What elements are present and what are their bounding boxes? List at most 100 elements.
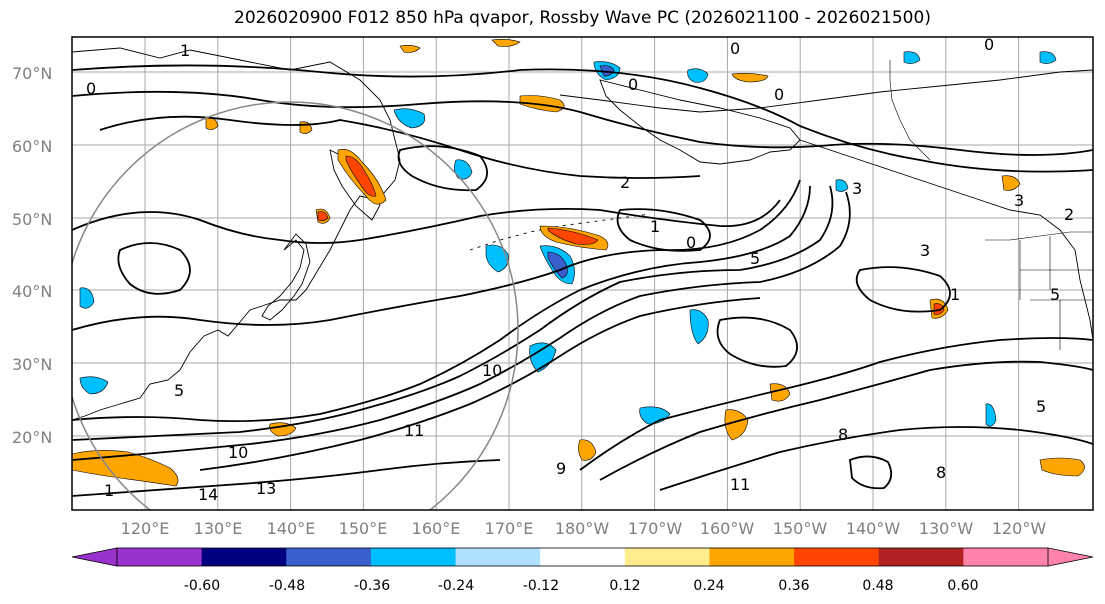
- latitude-label: 30°N: [12, 355, 52, 374]
- shade-positive: [317, 211, 329, 221]
- colorbar-tick-label: -0.24: [438, 578, 474, 594]
- contour-line: [72, 185, 834, 441]
- contour-line: [72, 191, 851, 461]
- map-title: 2026020900 F012 850 hPa qvapor, Rossby W…: [234, 8, 931, 28]
- contour-line: [849, 455, 893, 490]
- latitude-label: 60°N: [12, 137, 52, 156]
- colorbar: -0.60 -0.48 -0.36 -0.24 -0.12 0.12 0.24 …: [71, 547, 1094, 594]
- contour-label: 10: [228, 443, 248, 462]
- shade-positive: [731, 73, 769, 83]
- longitude-label: 170°E: [485, 519, 534, 538]
- colorbar-cell: [794, 548, 880, 566]
- shade-negative: [689, 309, 709, 345]
- longitude-label: 170°W: [628, 519, 683, 538]
- shade-positive: [1039, 457, 1085, 477]
- longitude-label: 180°W: [555, 519, 610, 538]
- contour-line: [199, 297, 761, 471]
- latitude-axis: 70°N 60°N 50°N 40°N 30°N 20°N: [12, 64, 52, 447]
- colorbar-cell: [878, 548, 964, 566]
- longitude-label: 140°E: [267, 519, 316, 538]
- shade-positive: [547, 227, 599, 245]
- longitude-label: 160°W: [700, 519, 755, 538]
- map-frame: [71, 36, 1094, 511]
- colorbar-cells: [116, 547, 1049, 567]
- latitude-label: 70°N: [12, 64, 52, 83]
- shade-positive: [724, 409, 749, 441]
- contour-label: 3: [1014, 191, 1024, 210]
- coastline-aleutians: [469, 213, 651, 251]
- colorbar-extend-high: [1047, 547, 1094, 567]
- colorbar-tick-label: -0.36: [354, 578, 390, 594]
- contour-label: 1: [950, 285, 960, 304]
- rossby-wave-contours: [72, 64, 1093, 497]
- contour-line: [855, 266, 951, 313]
- coastline-alaska: [599, 79, 801, 165]
- contour-label: 13: [256, 479, 276, 498]
- great-circle: [72, 101, 519, 510]
- colorbar-cell: [455, 548, 541, 566]
- colorbar-tick-label: -0.12: [523, 578, 559, 594]
- colorbar-cell: [117, 548, 203, 566]
- contour-label: 9: [556, 459, 566, 478]
- map-background: [72, 37, 1093, 510]
- contour-line: [72, 64, 1093, 173]
- contour-line: [72, 179, 801, 331]
- contour-line: [72, 459, 501, 497]
- colorbar-cell: [370, 548, 457, 566]
- qvapor-shading: [72, 39, 1085, 487]
- political-borders: [889, 60, 1093, 350]
- coastline-north-america: [799, 139, 1093, 341]
- contour-label: 5: [174, 381, 184, 400]
- colorbar-frame: [116, 547, 1049, 567]
- contour-line: [659, 426, 1093, 491]
- shade-negative: [547, 251, 568, 279]
- colorbar-extend-low: [71, 547, 118, 567]
- colorbar-cell: [963, 548, 1049, 566]
- colorbar-tick-labels: -0.60 -0.48 -0.36 -0.24 -0.12 0.12 0.24 …: [184, 578, 979, 594]
- contour-label: 5: [1036, 397, 1046, 416]
- contour-line: [599, 360, 1093, 481]
- longitude-label: 130°E: [194, 519, 243, 538]
- contour-label: 0: [984, 35, 994, 54]
- colorbar-tick-label: -0.60: [184, 578, 220, 594]
- shade-positive: [345, 155, 377, 197]
- shade-negative: [599, 65, 615, 77]
- colorbar-tick-label: 0.24: [693, 578, 724, 594]
- shade-negative: [79, 376, 109, 395]
- shade-positive: [72, 450, 179, 487]
- contour-label: 1: [180, 41, 190, 60]
- shade-negative: [393, 108, 426, 129]
- border-states: [1019, 236, 1093, 350]
- contour-line: [616, 208, 711, 252]
- shade-negative: [485, 244, 509, 273]
- border-us-canada: [985, 231, 1093, 241]
- shade-negative: [79, 287, 95, 309]
- longitude-label: 150°E: [339, 519, 388, 538]
- longitude-label: 120°W: [992, 519, 1047, 538]
- colorbar-tick-label: 0.12: [609, 578, 640, 594]
- contour-line: [397, 145, 488, 192]
- coastline-asia: [72, 47, 401, 421]
- coastline-arctic: [559, 69, 1093, 113]
- longitude-label: 130°W: [919, 519, 974, 538]
- latitude-label: 40°N: [12, 282, 52, 301]
- latitude-label: 50°N: [12, 210, 52, 229]
- contour-label: 0: [686, 233, 696, 252]
- colorbar-tick-label: -0.48: [269, 578, 305, 594]
- colorbar-cell: [286, 548, 372, 566]
- shade-positive: [933, 303, 945, 315]
- contour-line: [99, 115, 701, 179]
- colorbar-cell: [624, 548, 710, 566]
- contour-labels: 1 0 0 0 0 0 2 1 0 3 3 3 2 5 1 5 5 10 11 …: [86, 35, 1074, 504]
- contour-label: 11: [730, 475, 750, 494]
- graticule: [72, 37, 1093, 510]
- colorbar-cell: [709, 548, 795, 566]
- shade-negative: [687, 68, 709, 83]
- longitude-axis: 120°E 130°E 140°E 150°E 160°E 170°E 180°…: [121, 519, 1047, 538]
- colorbar-tick-label: 0.48: [862, 578, 893, 594]
- contour-label: 10: [482, 361, 502, 380]
- colorbar-cell: [201, 548, 287, 566]
- colorbar-cell: [540, 548, 626, 566]
- contour-label: 0: [774, 85, 784, 104]
